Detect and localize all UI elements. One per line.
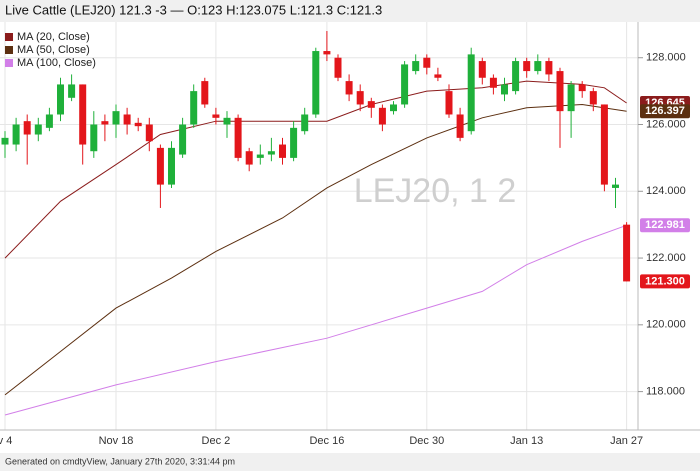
candle-body bbox=[545, 61, 553, 75]
candle-body bbox=[356, 91, 364, 105]
candle-body bbox=[489, 77, 497, 88]
ma-line bbox=[4, 103, 627, 396]
candle-body bbox=[523, 61, 531, 72]
x-tick-label: Dec 30 bbox=[409, 435, 444, 447]
candle-body bbox=[612, 184, 619, 188]
candle-body bbox=[301, 114, 309, 132]
candle-body bbox=[501, 84, 508, 95]
legend-label: MA (20, Close) bbox=[17, 31, 90, 43]
value-box bbox=[640, 104, 690, 119]
candle-body bbox=[234, 117, 242, 158]
x-axis-panel bbox=[0, 430, 700, 453]
y-tick-label: 126.000 bbox=[646, 118, 686, 130]
candle-body bbox=[556, 71, 564, 112]
candle-body bbox=[179, 124, 187, 155]
candle-body bbox=[589, 91, 597, 105]
candle-body bbox=[190, 91, 198, 125]
candle-body bbox=[312, 51, 320, 115]
candle-body bbox=[223, 117, 231, 125]
candle-body bbox=[168, 147, 175, 185]
legend: MA (20, Close)MA (50, Close)MA (100, Clo… bbox=[5, 31, 96, 69]
ma-line bbox=[4, 224, 627, 416]
x-tick-label: Dec 2 bbox=[202, 435, 231, 447]
legend-swatch bbox=[5, 46, 13, 54]
candle-body bbox=[456, 114, 464, 138]
candle-body bbox=[23, 121, 31, 135]
candle-body bbox=[345, 81, 353, 95]
candle-body bbox=[267, 151, 275, 155]
footer: Generated on cmdtyView, January 27th 202… bbox=[5, 456, 235, 466]
legend-label: MA (50, Close) bbox=[17, 44, 90, 56]
x-tick-label: Jan 27 bbox=[610, 435, 643, 447]
candle-body bbox=[79, 84, 87, 145]
candle-body bbox=[12, 124, 20, 145]
chart-title: Live Cattle (LEJ20) 121.3 -3 — O:123 H:1… bbox=[5, 2, 382, 17]
candle-body bbox=[478, 61, 486, 78]
watermark: LEJ20, 1 2 bbox=[354, 172, 517, 210]
x-tick-label: Dec 16 bbox=[309, 435, 344, 447]
candle-body bbox=[578, 84, 586, 92]
candle-body bbox=[68, 84, 76, 98]
value-box bbox=[640, 274, 690, 289]
candle-body bbox=[145, 124, 153, 142]
candle-body bbox=[378, 107, 386, 125]
value-box-label: 121.300 bbox=[645, 275, 685, 287]
candle-body bbox=[567, 84, 575, 112]
candle-body bbox=[323, 51, 331, 55]
x-tick-label: Nov 18 bbox=[99, 435, 134, 447]
candle-body bbox=[401, 64, 409, 105]
candle-body bbox=[1, 137, 9, 145]
value-box-label: 122.981 bbox=[645, 219, 685, 231]
candle-body bbox=[101, 121, 109, 125]
value-box-label: 126.397 bbox=[645, 105, 685, 117]
x-tick-label: v 4 bbox=[0, 435, 12, 447]
candle-body bbox=[34, 124, 42, 135]
legend-label: MA (100, Close) bbox=[17, 57, 96, 69]
legend-swatch bbox=[5, 33, 13, 41]
candle-body bbox=[112, 111, 120, 125]
y-tick-label: 124.000 bbox=[646, 185, 686, 197]
candle-body bbox=[134, 122, 142, 127]
candle-body bbox=[45, 114, 53, 128]
ma-line bbox=[4, 80, 627, 259]
candle-body bbox=[367, 101, 375, 108]
candle-body bbox=[201, 81, 209, 105]
candle-body bbox=[334, 57, 342, 78]
candle-body bbox=[212, 114, 220, 118]
candle-body bbox=[623, 224, 631, 282]
candle-body bbox=[512, 61, 520, 92]
y-tick-label: 120.000 bbox=[646, 319, 686, 331]
candle-body bbox=[445, 91, 453, 115]
candle-body bbox=[412, 61, 420, 72]
candle-body bbox=[156, 147, 164, 185]
candle-body bbox=[390, 104, 397, 112]
y-tick-label: 122.000 bbox=[646, 252, 686, 264]
value-box bbox=[640, 218, 690, 233]
candle-body bbox=[90, 124, 98, 152]
candle-body bbox=[600, 104, 608, 185]
candle-body bbox=[467, 54, 475, 132]
candle-body bbox=[434, 74, 442, 78]
candle-body bbox=[423, 57, 431, 68]
marks bbox=[1, 31, 631, 416]
candle-body bbox=[279, 144, 286, 158]
candle-body bbox=[245, 151, 253, 165]
candle-body bbox=[290, 127, 298, 158]
y-tick-label: 128.000 bbox=[646, 52, 686, 64]
legend-swatch bbox=[5, 59, 13, 67]
candle-body bbox=[256, 154, 264, 158]
candle-body bbox=[123, 114, 131, 125]
candle-body bbox=[57, 84, 64, 115]
x-tick-label: Jan 13 bbox=[510, 435, 543, 447]
candle-body bbox=[534, 61, 542, 72]
y-tick-label: 118.000 bbox=[646, 386, 685, 398]
